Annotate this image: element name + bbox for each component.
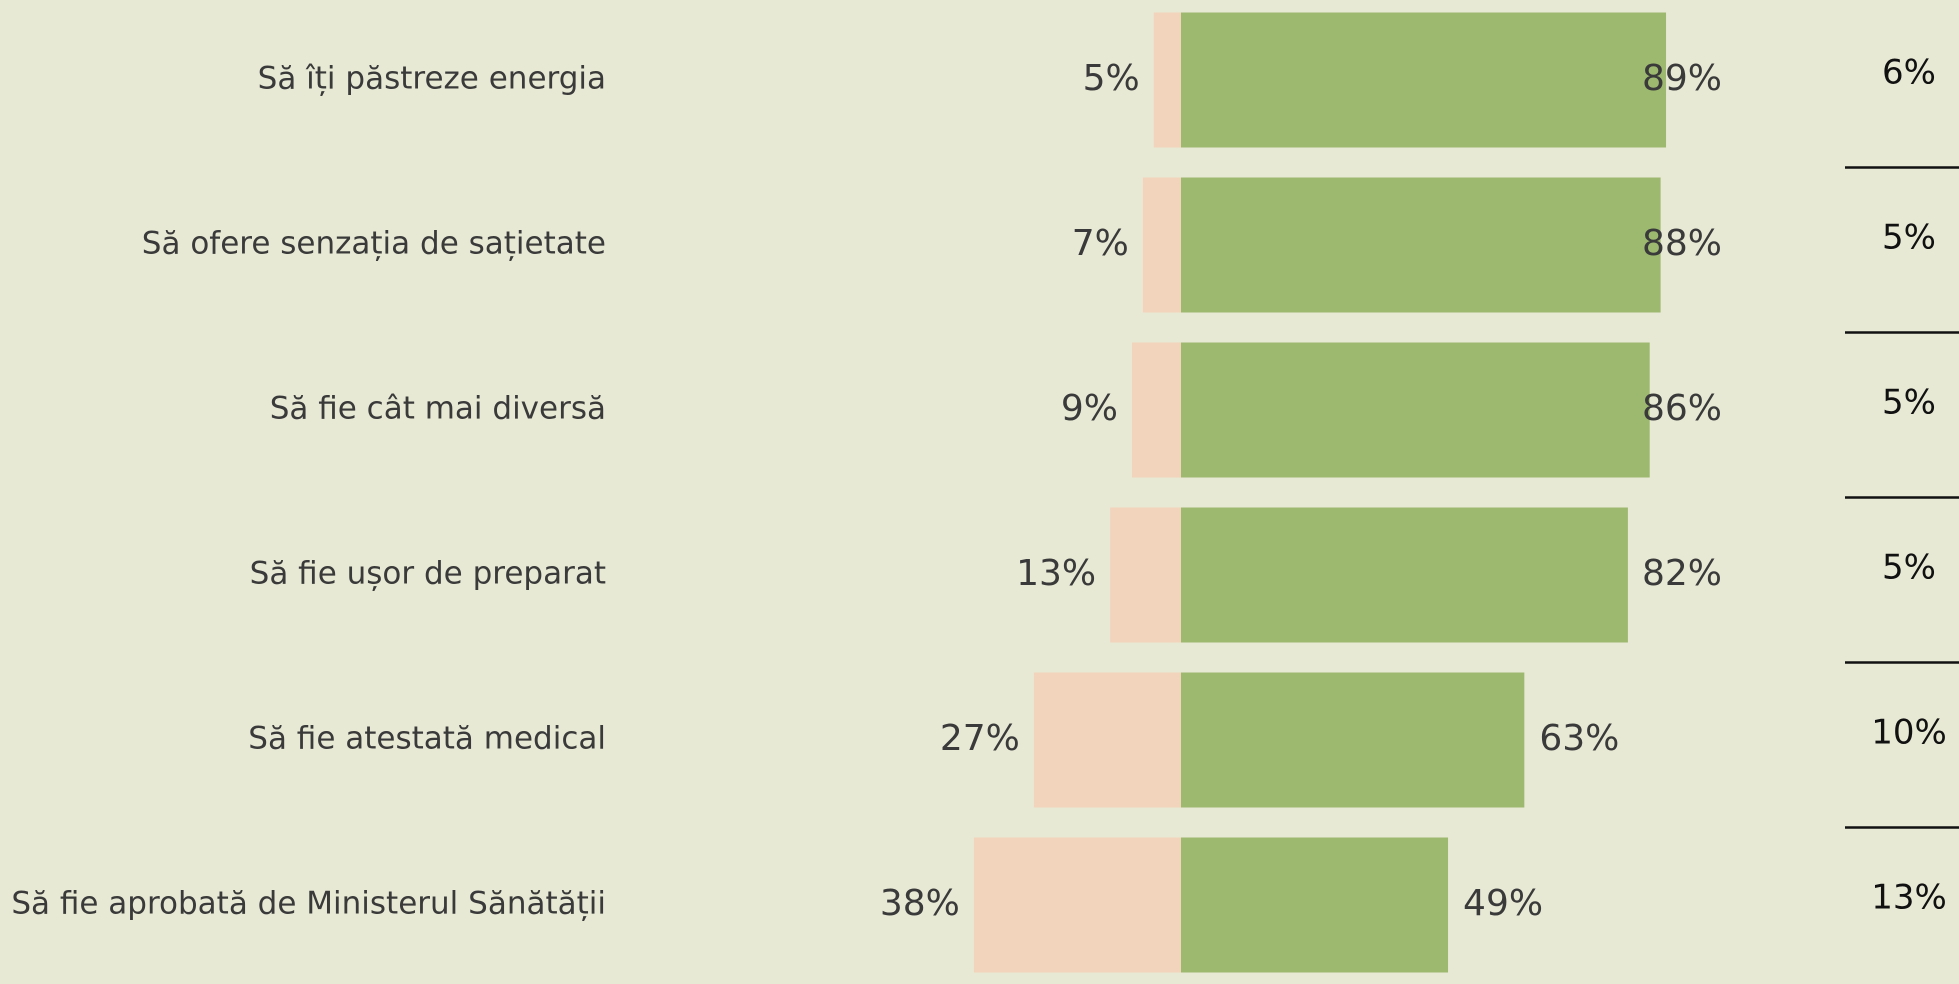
bar-positive <box>1181 12 1667 148</box>
value-label: 63% <box>1539 718 1619 759</box>
bar-negative <box>1033 672 1181 808</box>
side-value: 5% <box>1882 218 1936 258</box>
value-label: 7% <box>1072 223 1129 264</box>
value-label: 9% <box>1061 388 1118 429</box>
bar-positive <box>1181 672 1525 808</box>
bar-positive <box>1181 507 1628 643</box>
value-label: 86% <box>1642 388 1722 429</box>
value-label: 89% <box>1642 58 1722 99</box>
bar-negative <box>973 837 1181 973</box>
bar-negative <box>1110 507 1181 643</box>
bar-positive <box>1181 342 1650 478</box>
side-value: 5% <box>1882 383 1936 423</box>
bar-negative <box>1153 12 1181 148</box>
category-label: Să ofere senzația de sațietate <box>142 226 606 262</box>
category-label: Să fie cât mai diversă <box>270 391 606 427</box>
value-label: 27% <box>940 718 1020 759</box>
side-value: 6% <box>1882 53 1936 93</box>
side-value: 13% <box>1871 878 1947 918</box>
value-label: 88% <box>1642 223 1722 264</box>
category-label: Să fie aprobată de Ministerul Sănătății <box>11 886 606 922</box>
value-label: 5% <box>1083 58 1140 99</box>
value-label: 13% <box>1016 553 1096 594</box>
bar-negative <box>1131 342 1181 478</box>
value-label: 38% <box>880 883 960 924</box>
value-label: 49% <box>1463 883 1543 924</box>
category-label: Să îți păstreze energia <box>258 61 606 97</box>
value-label: 82% <box>1642 553 1722 594</box>
bar-negative <box>1142 177 1181 313</box>
bar-positive <box>1181 177 1661 313</box>
category-label: Să fie ușor de preparat <box>250 556 606 592</box>
bar-positive <box>1181 837 1449 973</box>
side-value: 10% <box>1871 713 1947 753</box>
side-value: 5% <box>1882 548 1936 588</box>
category-label: Să fie atestată medical <box>248 721 606 757</box>
